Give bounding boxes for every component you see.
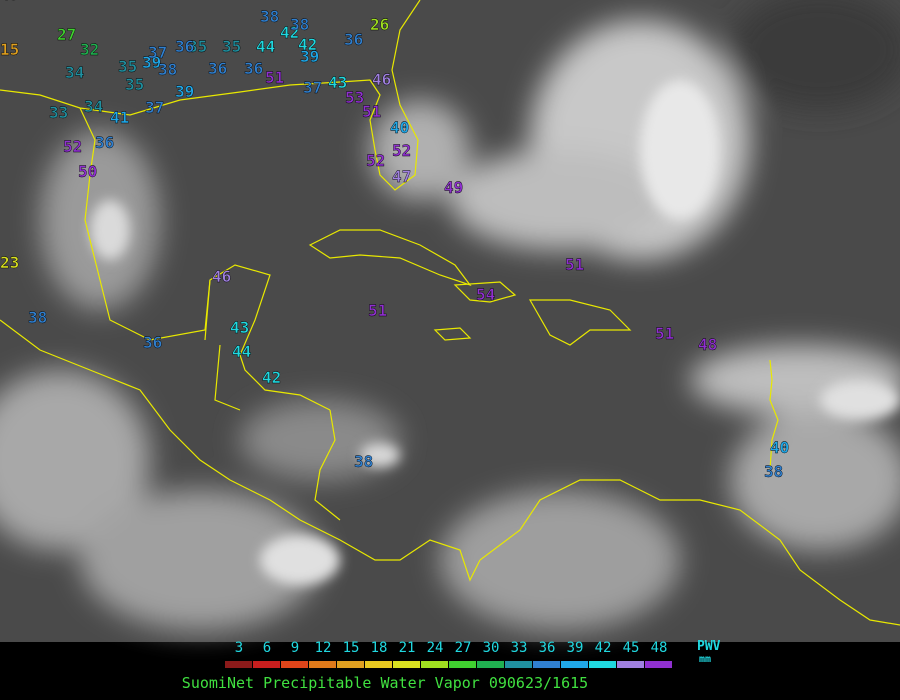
station-value: 47	[392, 167, 411, 186]
station-value: 33	[49, 103, 68, 122]
station-value: 42	[280, 23, 299, 42]
station-value: 44	[232, 342, 251, 361]
station-value: 34	[84, 97, 103, 116]
cloud-highlights	[90, 80, 900, 585]
station-value: 49	[444, 178, 463, 197]
station-value: 42	[298, 35, 317, 54]
legend-tick-label: 6	[263, 640, 271, 656]
legend-swatch	[477, 661, 504, 668]
legend-tick-label: 24	[427, 640, 444, 656]
station-value: 23	[0, 253, 19, 272]
legend-swatch	[617, 661, 644, 668]
legend-tick-label: 9	[291, 640, 299, 656]
station-value: 52	[63, 137, 82, 156]
legend-tick-label: 21	[399, 640, 416, 656]
station-value: 45	[0, 0, 19, 4]
station-value: 39	[300, 47, 319, 66]
legend-swatch	[337, 661, 364, 668]
legend-swatch	[421, 661, 448, 668]
station-value: 35	[125, 75, 144, 94]
legend-tick-label: 45	[623, 640, 640, 656]
legend-tick-label: 27	[455, 640, 472, 656]
legend-tick-label: 36	[539, 640, 556, 656]
station-value: 35	[118, 57, 137, 76]
title: SuomiNet Precipitable Water Vapor 090623…	[182, 674, 588, 692]
station-value: 38	[260, 7, 279, 26]
station-value: 35	[222, 37, 241, 56]
station-value: 48	[698, 335, 717, 354]
legend-swatch	[253, 661, 280, 668]
station-value: 44	[256, 37, 275, 56]
legend-swatch	[225, 661, 252, 668]
station-value: 41	[110, 108, 129, 127]
station-value: 38	[28, 308, 47, 327]
legend-tick-label: 15	[343, 640, 360, 656]
station-value: 40	[770, 438, 789, 457]
station-value: 51	[265, 68, 284, 87]
station-value: 32	[80, 40, 99, 59]
station-value: 36	[244, 59, 263, 78]
station-value: 38	[158, 60, 177, 79]
station-value: 36	[175, 37, 194, 56]
station-value: 53	[345, 88, 364, 107]
coastlines	[0, 0, 900, 626]
legend-tick-label: 39	[567, 640, 584, 656]
legend-swatch	[533, 661, 560, 668]
legend: PWV mm 3 6 9 12 15 18 21 24 27 30 33 36 39 42 45 48	[225, 639, 721, 668]
legend-tick-label: 33	[511, 640, 528, 656]
station-value: 46	[212, 267, 231, 286]
legend-tick-label: 48	[651, 640, 668, 656]
station-value: 51	[565, 255, 584, 274]
legend-swatch	[393, 661, 420, 668]
station-value: 27	[57, 25, 76, 44]
station-value: 40	[390, 118, 409, 137]
legend-swatch	[281, 661, 308, 668]
station-value: 36	[208, 59, 227, 78]
station-value: 52	[392, 141, 411, 160]
station-value: 51	[368, 301, 387, 320]
legend-swatch	[449, 661, 476, 668]
station-value: 46	[372, 70, 391, 89]
legend-swatch	[589, 661, 616, 668]
legend-tick-label: 12	[315, 640, 332, 656]
legend-swatch	[365, 661, 392, 668]
legend-swatch	[309, 661, 336, 668]
legend-unit: mm	[699, 654, 711, 665]
station-value: 37	[303, 78, 322, 97]
station-value: 38	[290, 15, 309, 34]
station-value: 51	[362, 102, 381, 121]
station-value: 42	[262, 368, 281, 387]
station-value: 39	[142, 53, 161, 72]
legend-swatch	[505, 661, 532, 668]
station-value: 52	[366, 151, 385, 170]
legend-label: PWV	[697, 639, 721, 654]
station-value: 43	[328, 73, 347, 92]
legend-tick-label: 42	[595, 640, 612, 656]
station-value: 34	[65, 63, 84, 82]
station-value: 38	[764, 462, 783, 481]
station-value: 39	[175, 82, 194, 101]
legend-tick-label: 18	[371, 640, 388, 656]
legend-swatch	[561, 661, 588, 668]
station-value: 35	[188, 37, 207, 56]
station-value: 36	[95, 133, 114, 152]
station-value: 36	[344, 30, 363, 49]
legend-swatch	[645, 661, 672, 668]
station-value: 54	[476, 285, 495, 304]
legend-tick-label: 30	[483, 640, 500, 656]
station-value: 26	[370, 15, 389, 34]
station-value: 38	[354, 452, 373, 471]
station-value: 50	[78, 162, 97, 181]
legend-tick-label: 3	[235, 640, 243, 656]
station-value: 36	[143, 333, 162, 352]
station-value: 43	[230, 318, 249, 337]
station-value: 37	[145, 98, 164, 117]
station-value: 37	[148, 43, 167, 62]
station-value: 15	[0, 40, 19, 59]
station-value: 51	[655, 324, 674, 343]
